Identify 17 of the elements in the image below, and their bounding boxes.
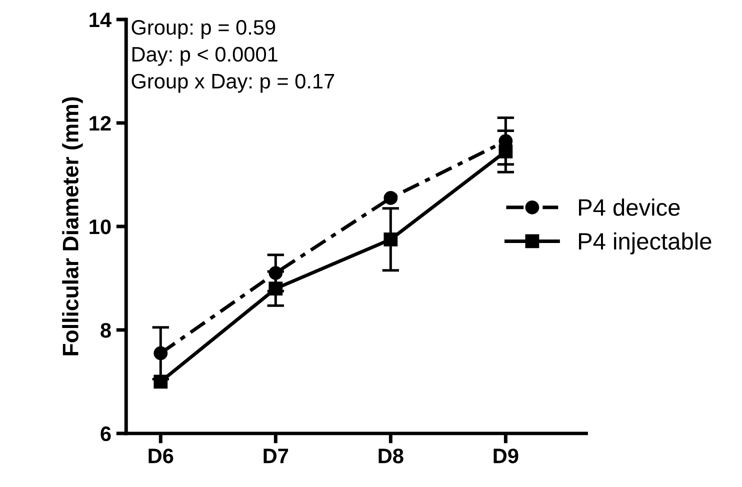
y-tick-label: 14: [90, 12, 112, 28]
x-tick-label: D7: [264, 448, 288, 464]
annotation: Group: p = 0.59: [132, 20, 276, 39]
x-tick-label: D8: [378, 448, 404, 464]
point: [154, 374, 168, 389]
y-tick-label: 8: [100, 322, 111, 338]
y-tick-label: 6: [100, 426, 111, 442]
point: [384, 191, 398, 205]
annotation: Day: p < 0.0001: [132, 46, 278, 66]
x-tick-label: D9: [494, 448, 518, 464]
legend-label: P4 injectable: [578, 232, 712, 254]
y-tick-label: 10: [90, 219, 111, 234]
legend-label: P4 device: [578, 198, 680, 216]
x-tick-label: D6: [148, 448, 174, 464]
y-axis-title: Follicular Diameter (mm): [62, 97, 83, 356]
annotation: Group x Day: p = 0.17: [132, 74, 334, 93]
y-tick-label: 12: [90, 116, 111, 131]
